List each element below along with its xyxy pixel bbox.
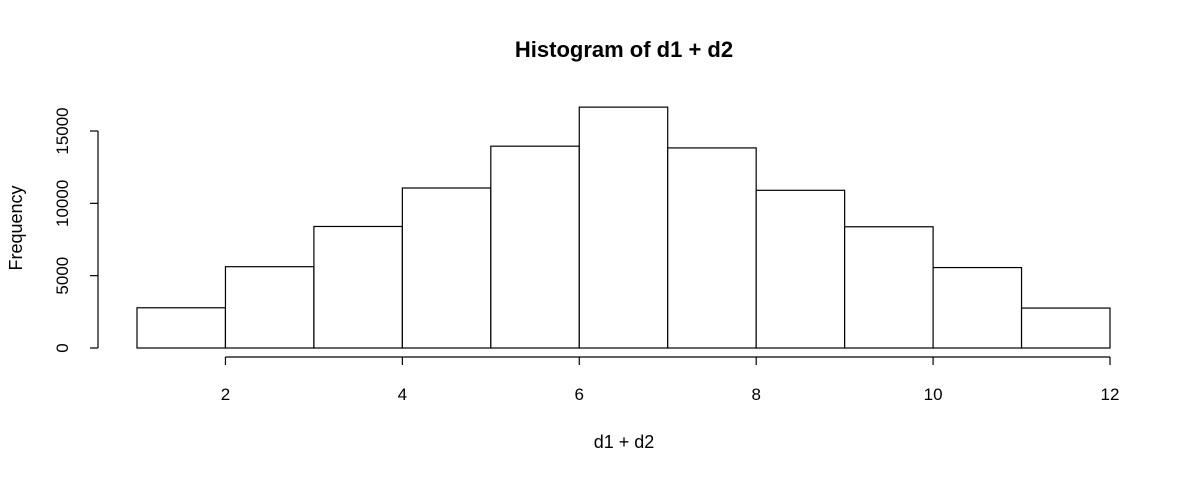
histogram-bar-3 [313, 225, 403, 349]
histogram-bar-5 [490, 145, 580, 349]
x-tick-label-10: 10 [924, 385, 943, 404]
histogram-bar-2 [224, 266, 315, 349]
x-axis-label: d1 + d2 [594, 432, 655, 452]
y-axis: 0 5000 10000 15000 [53, 107, 99, 353]
x-tick-label-6: 6 [575, 385, 584, 404]
y-tick-label-5000: 5000 [53, 257, 72, 295]
histogram-bar-4 [401, 187, 492, 349]
histogram-bar-1 [136, 307, 227, 349]
chart-title: Histogram of d1 + d2 [515, 37, 733, 62]
x-tick-label-12: 12 [1101, 385, 1120, 404]
histogram-bar-6 [578, 106, 669, 349]
histogram-bar-10 [932, 266, 1023, 349]
y-axis-label: Frequency [6, 185, 26, 270]
x-tick-label-8: 8 [751, 385, 760, 404]
y-tick-label-0: 0 [53, 343, 72, 352]
bars-group [136, 106, 1111, 349]
y-tick-label-15000: 15000 [53, 107, 72, 154]
x-tick-label-4: 4 [398, 385, 407, 404]
x-tick-label-2: 2 [221, 385, 230, 404]
histogram-bar-7 [667, 147, 757, 349]
histogram-bar-8 [755, 189, 846, 349]
y-tick-label-10000: 10000 [53, 180, 72, 227]
histogram-bar-9 [844, 226, 934, 349]
histogram-bar-11 [1020, 307, 1111, 349]
x-axis: 2 4 6 8 10 12 [221, 356, 1120, 404]
